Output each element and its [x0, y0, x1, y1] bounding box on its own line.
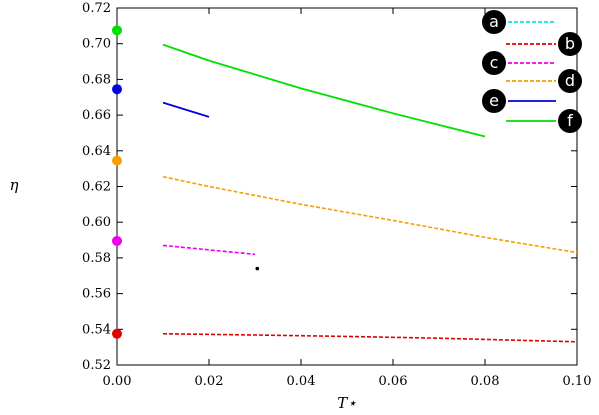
zero-temperature-point: [112, 235, 122, 246]
y-tick-label: 0.58: [82, 251, 111, 266]
legend-label-d: d: [565, 71, 575, 90]
zero-temperature-point: [112, 84, 122, 95]
y-tick-label: 0.68: [82, 72, 111, 87]
y-tick-label: 0.72: [82, 1, 111, 16]
data-point-marker: [255, 266, 260, 271]
x-tick-label: 0.06: [379, 374, 408, 389]
x-tick-label: 0.00: [103, 374, 132, 389]
y-tick-label: 0.52: [82, 358, 111, 373]
legend-label-e: e: [489, 91, 499, 110]
legend-badge-e: [482, 89, 506, 113]
y-axis-label: η: [10, 176, 19, 194]
axis-ticks: 0.00 0.02 0.04 0.06 0.08 0.10 0.52 0.54 0.56 0.58…: [82, 1, 591, 389]
legend-label-b: b: [565, 34, 575, 53]
legend-badge-d: [558, 69, 582, 93]
x-axis-label: T⋆: [337, 394, 356, 412]
legend-label-c: c: [490, 53, 499, 72]
zero-temperature-point: [112, 328, 122, 339]
plot-frame: [116, 7, 578, 366]
y-tick-label: 0.60: [82, 215, 111, 230]
y-tick-label: 0.62: [82, 180, 111, 195]
series-layer: [162, 43, 578, 343]
x-tick-label: 0.02: [195, 374, 224, 389]
series-line-f: [162, 43, 486, 138]
legend-label-f: f: [567, 111, 573, 130]
legend-label-a: a: [489, 12, 499, 31]
series-line-b: [162, 332, 578, 343]
y-tick-label: 0.66: [82, 108, 111, 123]
legend-badge-a: [482, 10, 506, 34]
series-line-c: [162, 244, 256, 256]
points-layer: [112, 25, 260, 339]
x-tick-label: 0.10: [563, 374, 592, 389]
x-tick-label: 0.08: [471, 374, 500, 389]
y-tick-label: 0.64: [82, 144, 111, 159]
legend-badge-c: [482, 51, 506, 75]
legend: a b c d e f: [482, 10, 582, 133]
zero-temperature-point: [112, 25, 122, 36]
series-line-d: [162, 175, 578, 254]
y-tick-label: 0.70: [82, 37, 111, 52]
series-line-e: [162, 101, 210, 118]
legend-badge-b: [558, 32, 582, 56]
legend-badge-f: [558, 109, 582, 133]
x-tick-label: 0.04: [287, 374, 316, 389]
y-tick-label: 0.56: [82, 287, 111, 302]
zero-temperature-point: [112, 155, 122, 166]
y-tick-label: 0.54: [82, 322, 111, 337]
